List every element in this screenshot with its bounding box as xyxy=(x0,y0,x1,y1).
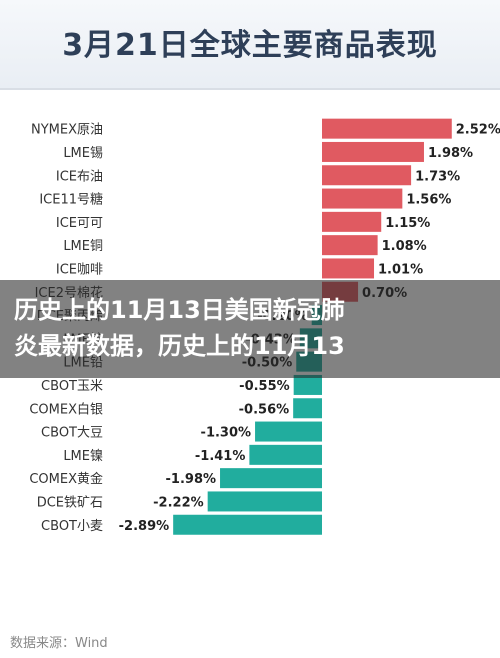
headline-line-1: 历史上的11月13日美国新冠肺 xyxy=(14,296,345,324)
value-label: -1.41% xyxy=(195,449,246,464)
value-label: -0.56% xyxy=(239,402,290,417)
category-label: DCE铁矿石 xyxy=(37,495,103,510)
bar xyxy=(322,165,412,186)
headline-line-2: 炎最新数据，历史上的11月13 xyxy=(14,332,345,360)
chart-title: 3月21日全球主要商品表现 xyxy=(62,28,438,63)
value-label: 1.15% xyxy=(385,216,430,231)
value-label: -2.89% xyxy=(119,519,170,534)
bar xyxy=(322,258,375,279)
category-label: NYMEX原油 xyxy=(31,123,103,138)
bar xyxy=(293,374,322,395)
header-divider xyxy=(0,88,500,90)
category-label: CBOT大豆 xyxy=(41,426,103,441)
category-label: LME镍 xyxy=(63,449,103,464)
category-label: ICE11号糖 xyxy=(39,192,103,208)
value-label: 1.01% xyxy=(378,262,423,277)
value-label: 1.98% xyxy=(428,146,473,161)
value-label: -0.55% xyxy=(239,379,290,394)
bar xyxy=(255,421,322,442)
category-label: CBOT小麦 xyxy=(41,519,103,534)
value-label: -1.30% xyxy=(201,426,252,441)
category-label: LME锡 xyxy=(63,146,103,161)
category-label: ICE咖啡 xyxy=(56,262,103,277)
headline-text: 历史上的11月13日美国新冠肺 炎最新数据，历史上的11月13 xyxy=(14,292,486,364)
value-label: 1.73% xyxy=(415,169,460,184)
category-label: COMEX白银 xyxy=(29,401,103,417)
category-label: CBOT玉米 xyxy=(41,379,103,394)
bar xyxy=(173,514,322,535)
data-source: 数据来源：Wind xyxy=(10,636,108,651)
value-label: 1.56% xyxy=(406,193,451,208)
bar xyxy=(293,398,322,419)
bar xyxy=(322,141,424,162)
category-label: LME铜 xyxy=(63,239,103,254)
bar xyxy=(322,235,378,256)
header-banner: 3月21日全球主要商品表现 xyxy=(0,0,500,88)
bar xyxy=(207,491,322,512)
value-label: -1.98% xyxy=(166,472,217,487)
value-label: 1.08% xyxy=(382,239,427,254)
value-label: 2.52% xyxy=(456,123,500,138)
category-label: ICE布油 xyxy=(56,169,103,184)
bar xyxy=(249,444,322,465)
bar xyxy=(322,211,382,232)
bar xyxy=(322,118,452,139)
headline-overlay: 历史上的11月13日美国新冠肺 炎最新数据，历史上的11月13 xyxy=(0,280,500,378)
category-label: COMEX黄金 xyxy=(29,471,103,487)
value-label: -2.22% xyxy=(153,495,204,510)
bar xyxy=(220,468,322,489)
bar xyxy=(322,188,403,209)
category-label: ICE可可 xyxy=(56,216,103,231)
